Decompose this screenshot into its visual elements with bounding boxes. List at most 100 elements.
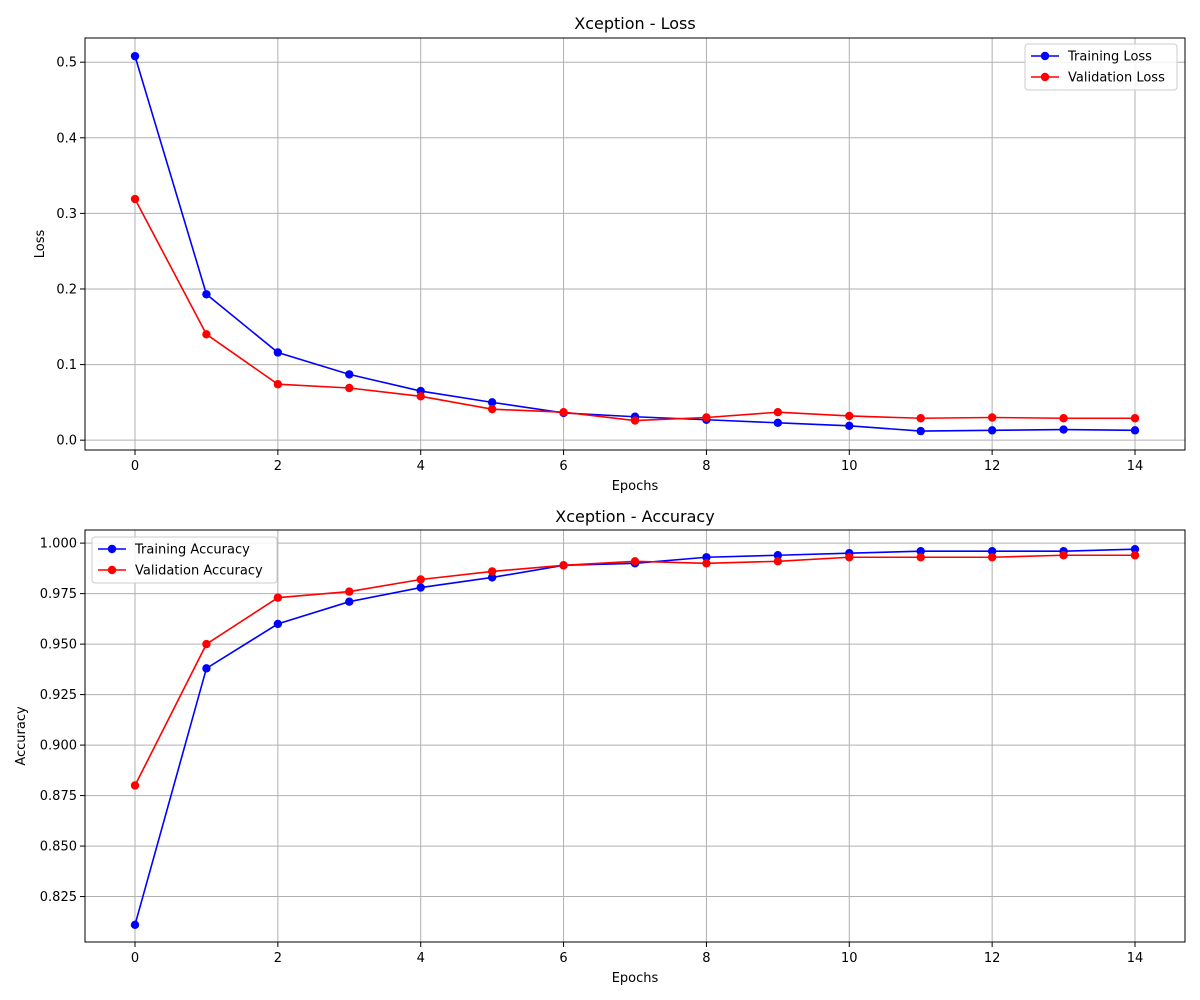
x-axis-label: Epochs <box>612 479 659 494</box>
data-point <box>1059 425 1068 434</box>
y-tick-label: 0.2 <box>56 282 77 297</box>
y-tick-label: 0.950 <box>40 638 77 653</box>
data-point <box>559 408 568 417</box>
data-point <box>487 567 497 576</box>
plot-area <box>85 530 1185 942</box>
data-point <box>987 547 997 556</box>
x-tick-label: 10 <box>841 951 858 966</box>
data-point <box>130 920 140 930</box>
legend-marker <box>107 565 117 575</box>
data-point <box>987 413 997 422</box>
data-point <box>559 561 568 570</box>
y-tick-label: 0.875 <box>40 789 77 804</box>
legend-marker <box>107 544 117 554</box>
y-tick-label: 0.975 <box>40 587 77 602</box>
data-point <box>773 408 783 417</box>
y-tick-label: 0.900 <box>40 739 77 754</box>
y-tick-label: 0.825 <box>40 890 77 905</box>
legend-label: Training Accuracy <box>134 543 250 558</box>
data-point <box>487 398 497 407</box>
y-axis-label: Accuracy <box>14 706 29 766</box>
data-point <box>987 426 997 435</box>
legend: Training Loss Validation Loss <box>1024 43 1178 91</box>
data-point <box>273 380 283 389</box>
data-point <box>345 597 354 606</box>
data-point <box>845 553 854 562</box>
data-point <box>1130 551 1140 560</box>
x-tick-label: 4 <box>417 951 425 966</box>
data-point <box>702 559 711 568</box>
legend-label: Validation Accuracy <box>135 564 263 579</box>
data-point <box>202 290 211 299</box>
data-point <box>273 619 283 629</box>
y-tick-label: 0.1 <box>56 358 77 373</box>
axes-frame <box>84 529 1186 943</box>
data-point <box>630 416 640 425</box>
data-point <box>273 348 283 357</box>
data-point <box>416 392 425 401</box>
x-tick-label: 6 <box>559 459 567 474</box>
legend-marker <box>1040 72 1050 82</box>
x-tick-label: 12 <box>984 459 1001 474</box>
data-point <box>273 593 283 602</box>
data-point <box>702 413 711 422</box>
data-point <box>845 421 854 431</box>
x-axis-label: Epochs <box>612 971 659 986</box>
y-tick-label: 0.0 <box>56 434 77 449</box>
legend-box <box>91 536 278 584</box>
data-point <box>130 781 140 790</box>
legend-box <box>1024 43 1178 91</box>
x-tick-label: 10 <box>841 459 858 474</box>
x-tick-label: 8 <box>702 951 710 966</box>
accuracy-chart: 0 2 4 6 8 10 12 14 0.825 0.850 0.875 0.900 0.925 0.95… <box>14 507 1186 986</box>
x-tick-label: 2 <box>274 951 282 966</box>
data-point <box>130 51 140 61</box>
data-point <box>416 575 425 584</box>
data-point <box>487 404 497 414</box>
x-tick-label: 14 <box>1127 951 1144 966</box>
y-tick-label: 0.850 <box>40 840 77 855</box>
y-tick-label: 0.5 <box>56 56 77 71</box>
chart-title: Xception - Loss <box>574 14 695 33</box>
legend: Training Accuracy Validation Accuracy <box>91 536 278 584</box>
y-axis-label: Loss <box>33 230 48 259</box>
x-tick-label: 4 <box>417 459 425 474</box>
data-point <box>916 426 925 436</box>
x-tick-label: 14 <box>1127 459 1144 474</box>
data-point <box>845 411 854 421</box>
data-point <box>916 553 925 562</box>
data-point <box>416 583 425 592</box>
data-point <box>202 664 211 673</box>
x-tick-label: 0 <box>131 459 139 474</box>
chart-title: Xception - Accuracy <box>555 507 714 526</box>
data-point <box>345 587 354 596</box>
data-point <box>987 553 997 562</box>
data-point <box>1059 551 1068 560</box>
data-point <box>202 330 211 339</box>
y-tick-label: 0.925 <box>40 688 77 703</box>
data-point <box>773 557 783 566</box>
data-point <box>1059 414 1068 423</box>
legend-label: Validation Loss <box>1068 71 1165 86</box>
data-point <box>1130 544 1140 554</box>
data-point <box>1130 414 1140 423</box>
axes-frame <box>84 37 1186 451</box>
data-point <box>702 553 711 562</box>
x-tick-label: 12 <box>984 951 1001 966</box>
y-tick-label: 0.4 <box>56 131 77 146</box>
data-point <box>130 194 140 204</box>
y-tick-label: 0.3 <box>56 207 77 222</box>
data-point <box>773 418 783 427</box>
loss-chart: 0 2 4 6 8 10 12 14 0.0 0.1 0.2 0.3 0.4 0.5 Xception - … <box>33 14 1186 494</box>
data-point <box>773 551 783 560</box>
x-tick-label: 0 <box>131 951 139 966</box>
plot-area <box>85 38 1185 450</box>
x-tick-label: 6 <box>559 951 567 966</box>
data-point <box>1130 426 1140 435</box>
data-point <box>487 573 497 582</box>
data-point <box>630 557 640 566</box>
y-tick-label: 1.000 <box>40 537 77 552</box>
data-point <box>916 547 925 556</box>
data-point <box>202 639 211 649</box>
